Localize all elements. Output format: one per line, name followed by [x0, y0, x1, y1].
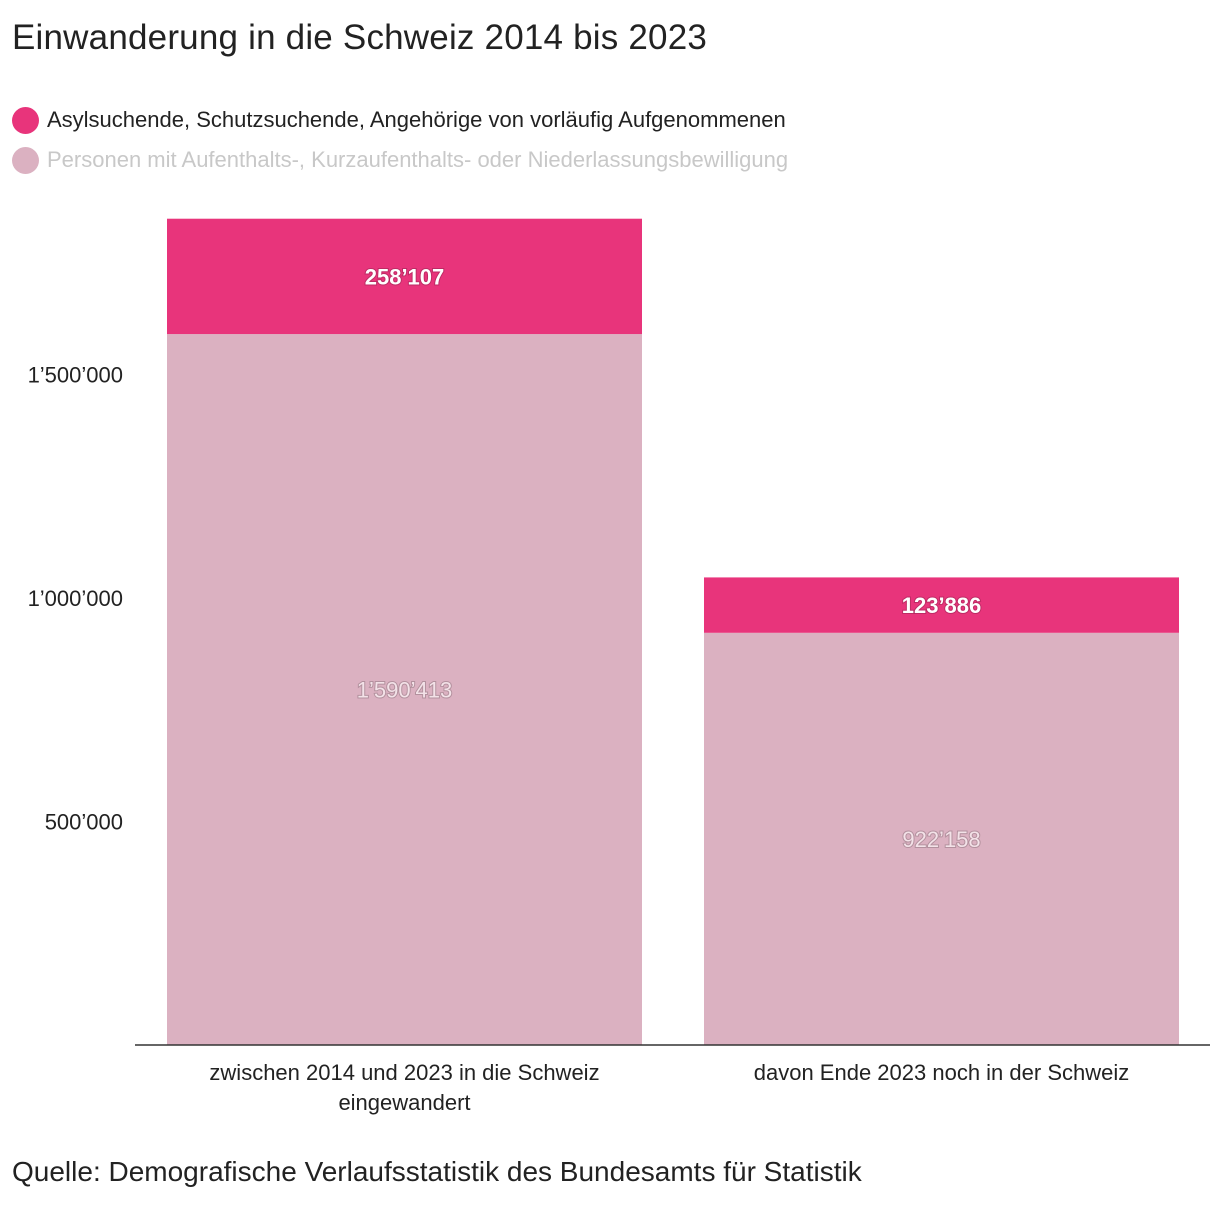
legend-item-asylum: Asylsuchende, Schutzsuchende, Angehörige…	[12, 100, 788, 140]
legend-item-permit: Personen mit Aufenthalts-, Kurzaufenthal…	[12, 140, 788, 180]
legend-swatch-asylum	[12, 106, 39, 134]
x-category-label: davon Ende 2023 noch in der Schweiz	[754, 1060, 1129, 1085]
bar-segment	[704, 632, 1179, 1045]
legend: Asylsuchende, Schutzsuchende, Angehörige…	[12, 100, 788, 180]
legend-swatch-permit	[12, 146, 39, 174]
data-label: 123’886	[902, 593, 982, 618]
x-category-label: zwischen 2014 und 2023 in die Schweiz	[209, 1060, 599, 1085]
data-label: 1’590’413	[357, 678, 452, 703]
y-tick-label: 1’500’000	[28, 363, 123, 388]
legend-label-permit: Personen mit Aufenthalts-, Kurzaufenthal…	[47, 147, 789, 172]
y-tick-label: 500’000	[45, 810, 123, 835]
data-label: 258’107	[365, 264, 445, 289]
x-category-label: eingewandert	[338, 1090, 470, 1115]
y-tick-label: 1’000’000	[28, 586, 123, 611]
legend-label-asylum: Asylsuchende, Schutzsuchende, Angehörige…	[47, 107, 786, 132]
bar-segment	[167, 218, 642, 335]
source-note: Quelle: Demografische Verlaufsstatistik …	[12, 1156, 862, 1187]
bar-segment	[167, 334, 642, 1045]
bar-segment	[704, 577, 1179, 633]
chart-title: Einwanderung in die Schweiz 2014 bis 202…	[12, 18, 708, 57]
data-label: 922’158	[902, 827, 980, 852]
